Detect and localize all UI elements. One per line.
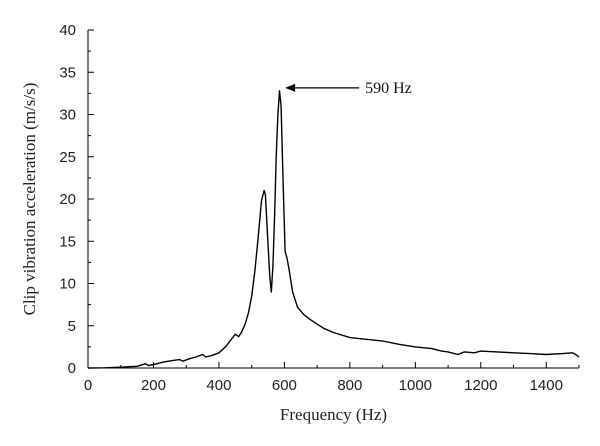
y-tick-label: 20 xyxy=(59,191,76,208)
y-tick-label: 10 xyxy=(59,276,76,293)
x-tick-label: 600 xyxy=(272,377,297,394)
x-tick-label: 1000 xyxy=(399,377,432,394)
x-tick-label: 1200 xyxy=(464,377,497,394)
peak-annotation: 590 Hz xyxy=(285,80,412,97)
x-axis-ticks: 0 200 400 600 800 1000 1200 1400 xyxy=(84,362,580,394)
y-tick-label: 5 xyxy=(68,318,76,335)
y-tick-label: 15 xyxy=(59,233,76,250)
x-tick-label: 800 xyxy=(337,377,362,394)
series-line xyxy=(87,90,580,369)
x-tick-label: 200 xyxy=(141,377,166,394)
x-tick-label: 400 xyxy=(206,377,231,394)
x-axis-title: Frequency (Hz) xyxy=(280,405,387,424)
y-axis-ticks: 0 5 10 15 20 25 30 35 40 xyxy=(59,22,94,377)
x-tick-label: 1400 xyxy=(530,377,563,394)
y-axis-title: Clip vibration acceleration (m/s/s) xyxy=(20,83,39,316)
y-tick-label: 40 xyxy=(59,22,76,39)
y-tick-label: 30 xyxy=(59,107,76,124)
y-tick-label: 25 xyxy=(59,149,76,166)
x-tick-label: 0 xyxy=(84,377,92,394)
annotation-label: 590 Hz xyxy=(365,80,412,97)
y-tick-label: 35 xyxy=(59,64,76,81)
y-tick-label: 0 xyxy=(68,360,76,377)
annotation-arrowhead xyxy=(285,83,296,92)
